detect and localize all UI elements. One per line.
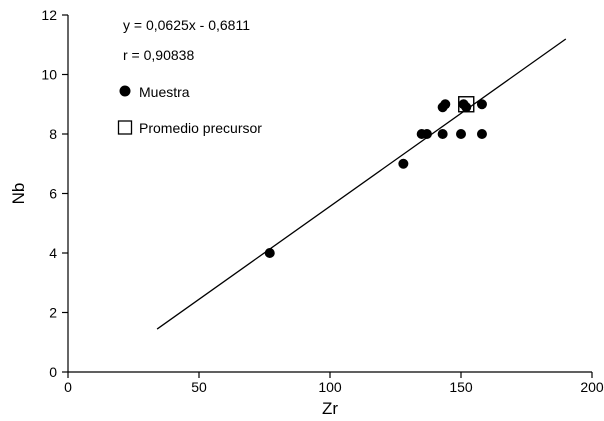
data-point-muestra [476,99,487,110]
y-ticks: 0 2 4 6 8 10 12 [41,7,68,380]
y-tick-label: 10 [41,67,57,83]
regression-equation: y = 0,0625x - 0,6811 [123,17,250,33]
y-tick-label: 0 [49,364,57,380]
x-axis-label: Zr [322,399,338,418]
regression-line [156,38,567,330]
data-point-muestra [476,129,487,139]
data-points [264,96,487,258]
y-tick-label: 12 [41,7,57,23]
legend-label-promedio: Promedio precursor [139,120,262,136]
data-point-promedio [458,96,475,113]
data-point-muestra [461,102,472,113]
y-axis-label: Nb [9,183,28,205]
axes: 0 50 100 150 200 0 2 4 6 8 10 12 [41,7,603,395]
x-tick-label: 100 [318,379,342,395]
data-point-muestra [421,129,432,139]
data-point-muestra [440,99,451,110]
y-tick-label: 8 [49,126,57,142]
x-tick-label: 200 [580,379,604,395]
legend-label-muestra: Muestra [139,84,190,100]
x-ticks: 0 50 100 150 200 [64,372,604,395]
legend-marker-muestra [119,85,131,97]
legend-marker-promedio [117,120,133,135]
legend: y = 0,0625x - 0,6811 r = 0,90838 Muestra… [117,17,262,136]
correlation-coefficient: r = 0,90838 [123,47,194,63]
x-tick-label: 150 [449,379,473,395]
data-point-muestra [456,129,466,139]
x-tick-label: 50 [191,379,207,395]
y-tick-label: 2 [49,305,57,321]
y-tick-label: 6 [49,186,57,202]
y-tick-label: 4 [49,245,57,261]
x-tick-label: 0 [64,379,72,395]
data-point-muestra [398,158,409,169]
data-point-muestra [437,129,448,139]
data-point-muestra [264,248,275,258]
